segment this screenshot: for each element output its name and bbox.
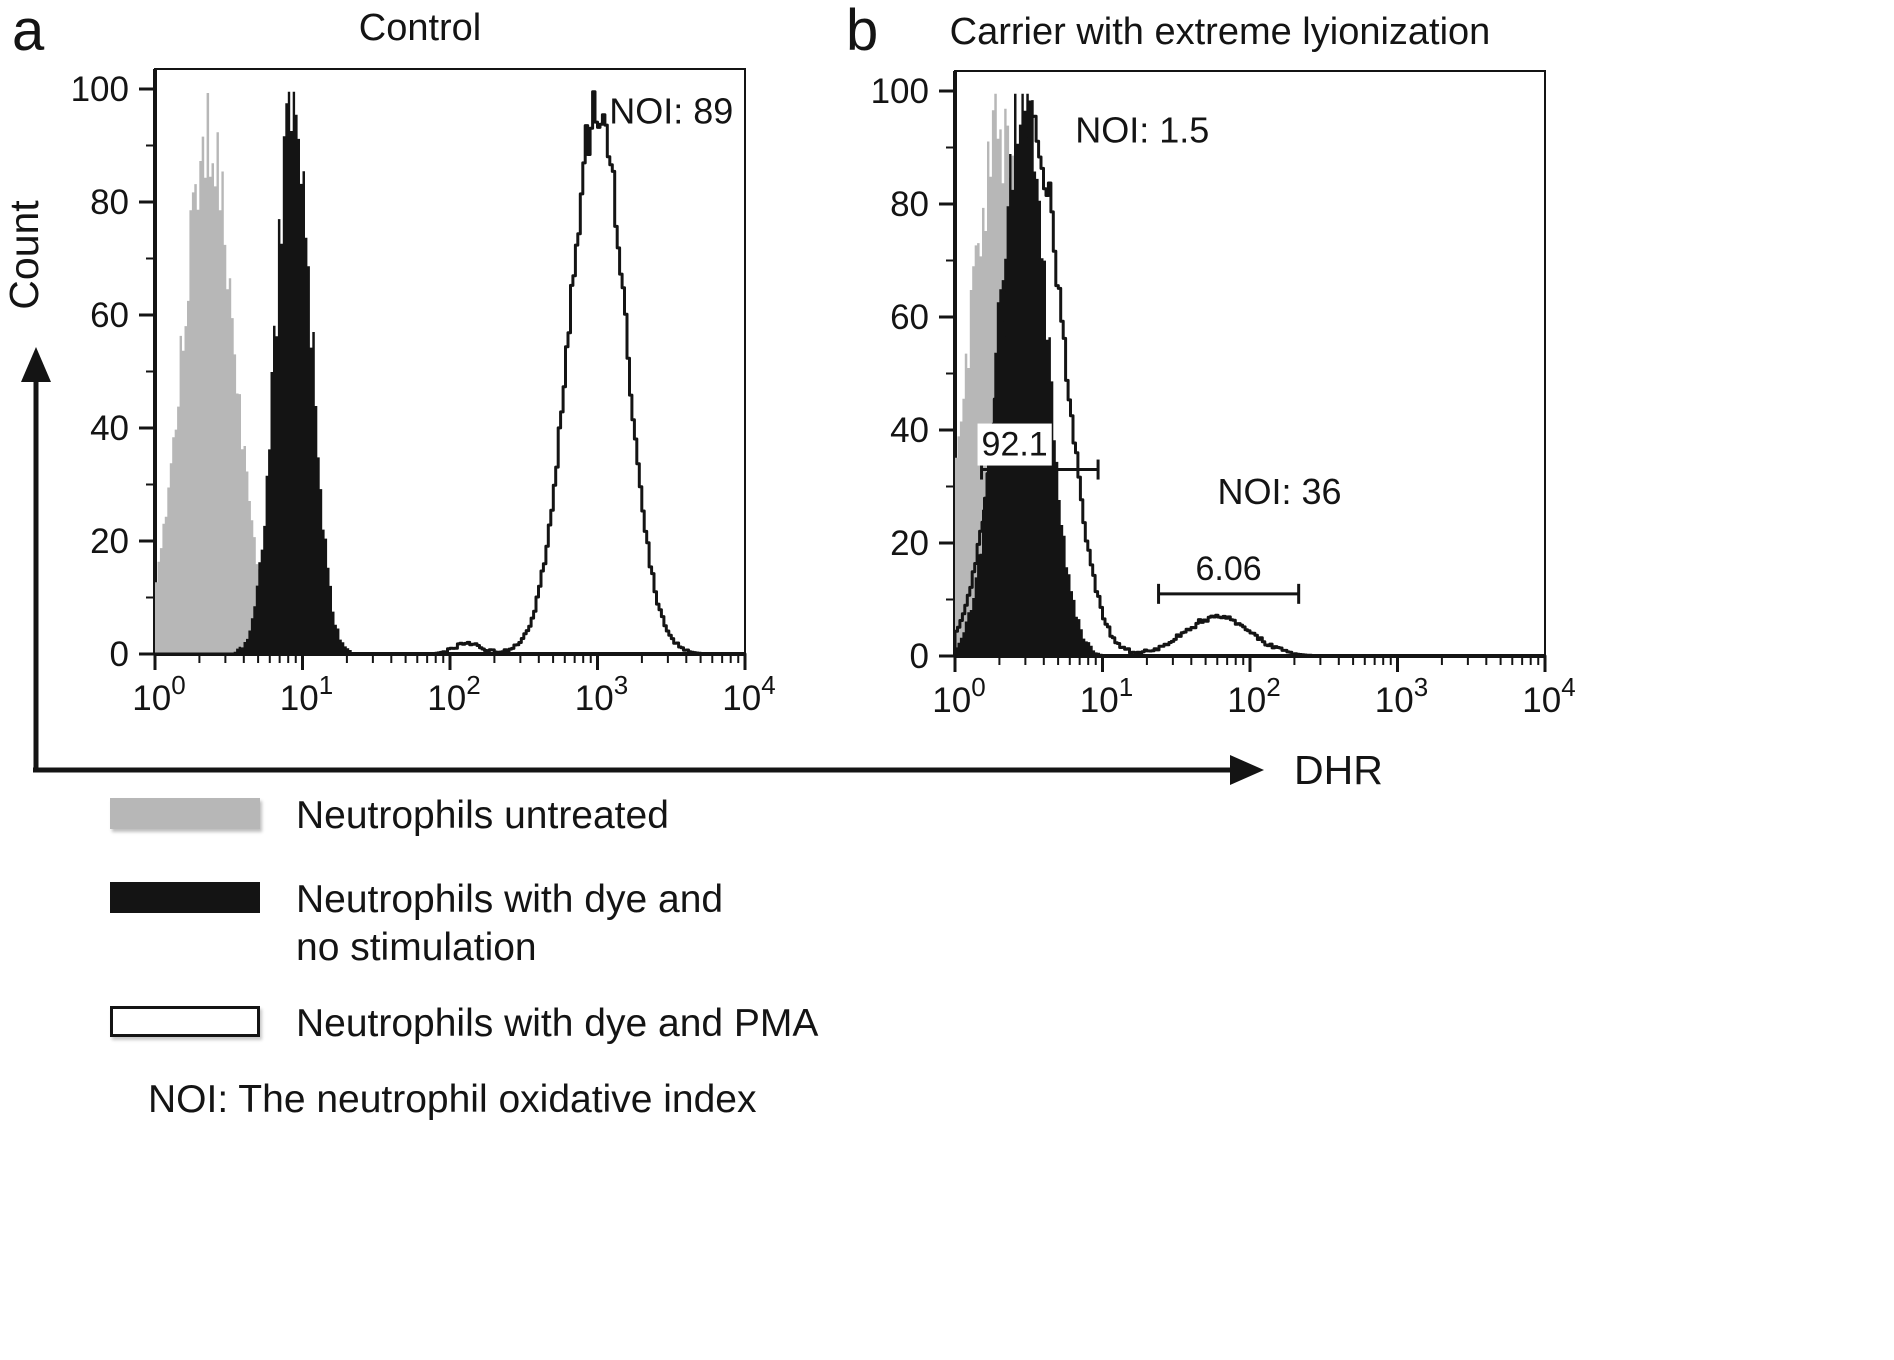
annotations: NOI: 89 — [609, 91, 733, 132]
x-tick-label: 104 — [1522, 672, 1575, 720]
series-open-histogram — [153, 90, 747, 656]
legend-item-dye-no-stimulation: Neutrophils with dye and no stimulation — [110, 876, 723, 971]
panel-b-letter: b — [846, 0, 879, 63]
gate-label-bg — [977, 423, 1052, 466]
y-tick-label: 80 — [90, 183, 129, 222]
y-tick-label: 20 — [890, 524, 929, 563]
noi-annotation: NOI: 1.5 — [1075, 110, 1209, 151]
series — [153, 90, 747, 656]
x-axis-arrowhead — [1230, 755, 1264, 785]
series-black-histogram — [955, 93, 1545, 657]
y-tick-label: 100 — [871, 72, 929, 111]
y-tick-label: 0 — [110, 635, 129, 674]
legend-label-dye-no-stimulation: Neutrophils with dye and no stimulation — [296, 878, 724, 969]
panel-a-letter: a — [12, 0, 45, 63]
y-axis-ticks: 0 20 40 60 80 100 — [71, 70, 155, 674]
x-axis-label: DHR — [1294, 747, 1383, 793]
noi-footnote: NOI: The neutrophil oxidative index — [148, 1078, 757, 1121]
legend-label-untreated: Neutrophils untreated — [296, 794, 669, 837]
gate-label: 92.1 — [982, 426, 1048, 464]
series-open-histogram — [953, 114, 1547, 658]
gray-swatch — [110, 798, 260, 829]
histogram-panel-b: 100 101 102 103 10402040608010092.16.06NOI: … — [871, 70, 1576, 720]
y-tick-label: 80 — [890, 185, 929, 224]
series-gray-histogram — [155, 93, 745, 654]
open-swatch — [110, 1006, 260, 1037]
y-tick-label: 100 — [71, 70, 129, 109]
y-tick-label: 60 — [90, 296, 129, 335]
y-tick-label: 40 — [890, 411, 929, 450]
y-axis-label: Count — [1, 200, 47, 310]
gate-label-bg — [1191, 547, 1266, 590]
panel-b-title: Carrier with extreme lyionization — [949, 11, 1491, 53]
legend-item-dye-pma: Neutrophils with dye and PMA — [110, 1000, 818, 1048]
gate-label: 6.06 — [1196, 550, 1262, 588]
y-axis-arrowhead — [21, 347, 51, 382]
shared-axes: Count DHR — [1, 200, 1383, 793]
annotations: NOI: 1.5 NOI: 36 — [1075, 110, 1341, 513]
noi-annotation: NOI: 89 — [609, 91, 733, 132]
series-black-histogram — [155, 91, 745, 655]
y-tick-label: 40 — [90, 409, 129, 448]
legend-item-untreated: Neutrophils untreated — [110, 792, 669, 840]
y-tick-label: 20 — [90, 522, 129, 561]
black-swatch — [110, 882, 260, 913]
series — [953, 93, 1547, 658]
y-tick-label: 0 — [910, 637, 929, 676]
y-tick-label: 60 — [890, 298, 929, 337]
y-axis-ticks: 0 20 40 60 80 100 — [871, 72, 955, 676]
gates: 92.1 6.06 — [977, 423, 1301, 604]
legend-label-dye-pma: Neutrophils with dye and PMA — [296, 1002, 819, 1045]
noi-annotation: NOI: 36 — [1217, 471, 1341, 512]
panel-a-title: Control — [358, 7, 482, 49]
